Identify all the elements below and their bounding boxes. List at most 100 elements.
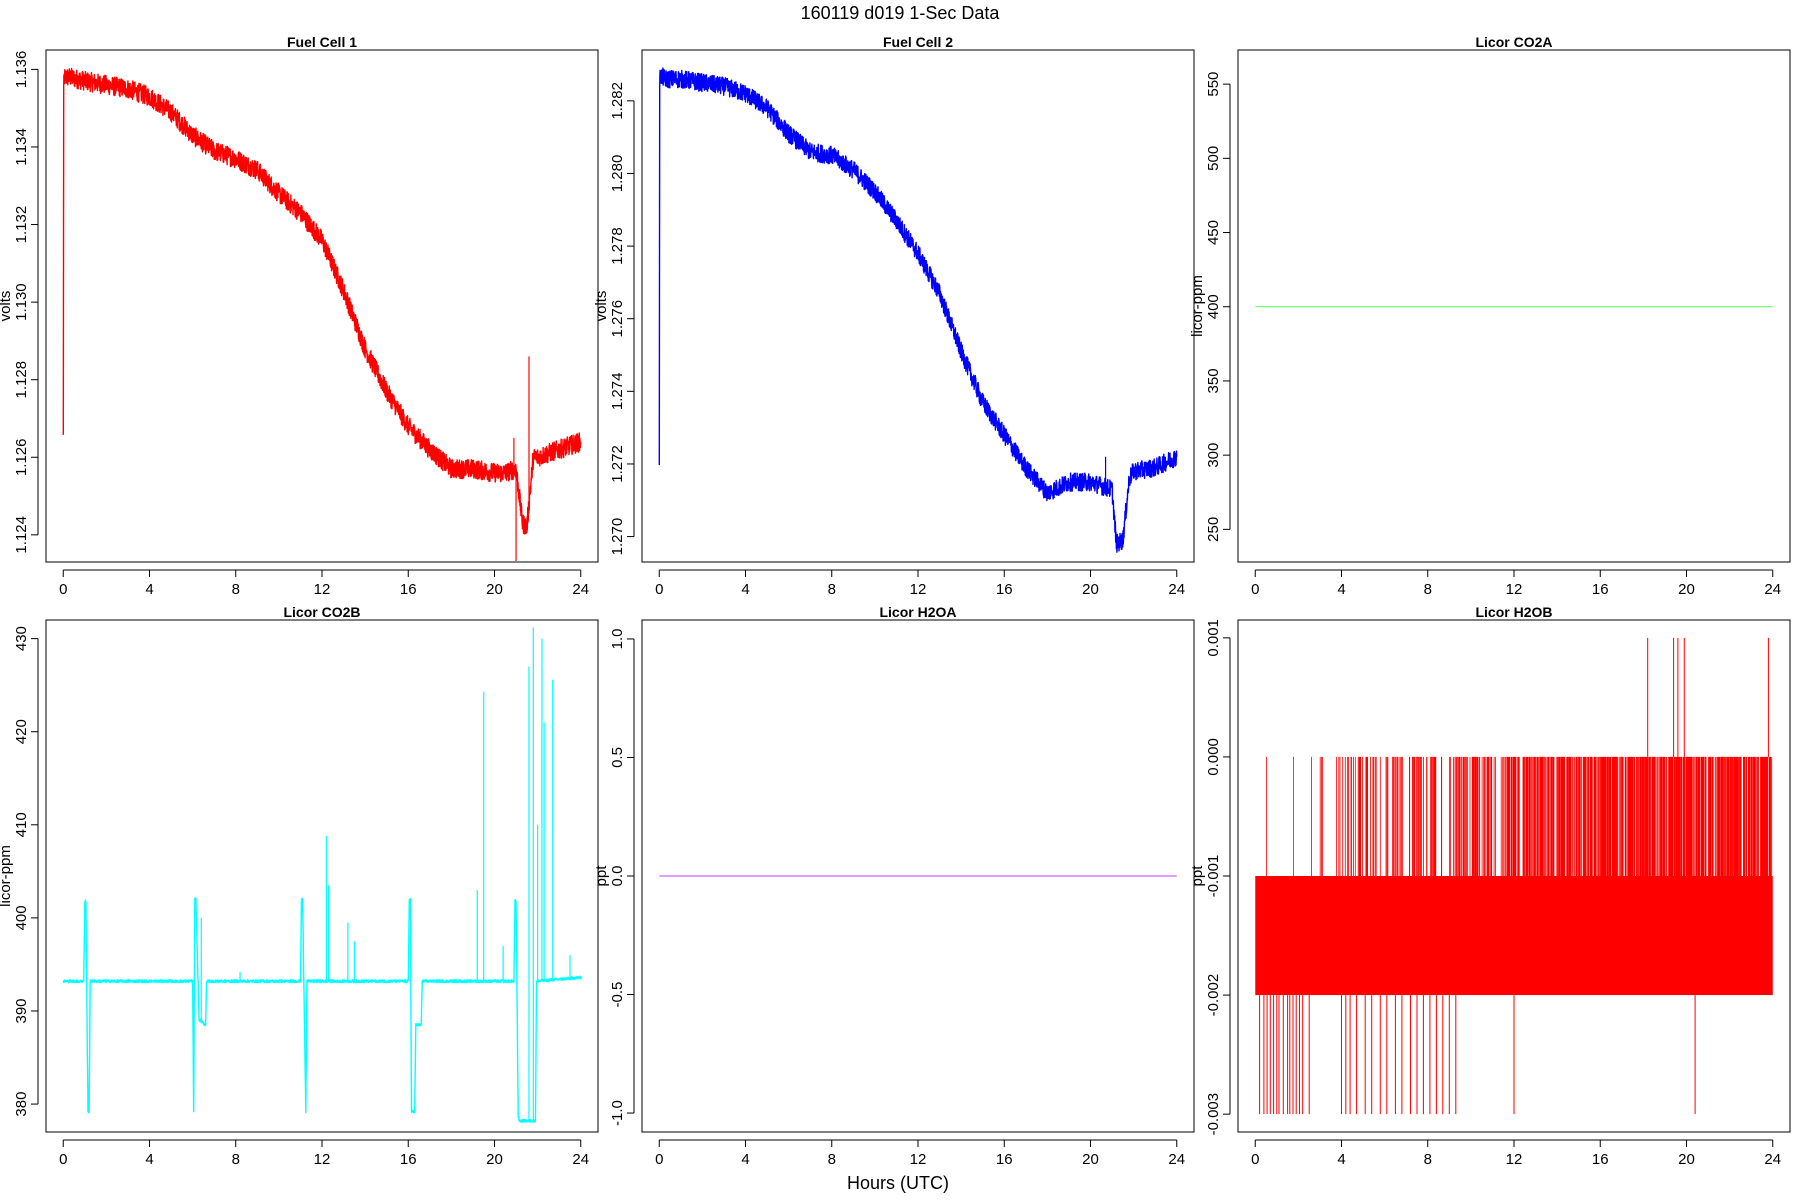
y-tick-label: -1.0 xyxy=(609,1100,626,1126)
y-tick-label: 410 xyxy=(13,812,30,837)
x-tick-label: 20 xyxy=(486,1151,503,1168)
plot-frame xyxy=(641,619,1195,1133)
panel-title: Fuel Cell 1 xyxy=(287,34,357,50)
panel-6: Licor H2OB ppt 0 4 8 12 16 20 24 -0.003 -0.002 -0.0… xyxy=(1189,604,1791,1168)
panel-3: Licor CO2A licor-ppm 0 4 8 12 16 20 24 250 300 350 4… xyxy=(1189,34,1791,598)
x-tick-label: 24 xyxy=(572,581,589,598)
x-tick-label: 16 xyxy=(400,581,417,598)
y-tick-label: 1.278 xyxy=(609,227,626,265)
y-tick-label: 0.001 xyxy=(1205,619,1222,657)
y-tick-label: -0.002 xyxy=(1205,974,1222,1017)
y-tick-label: 400 xyxy=(13,905,30,930)
x-tick-label: 0 xyxy=(59,581,67,598)
y-tick-label: 1.124 xyxy=(13,516,30,554)
figure-x-axis-label: Hours (UTC) xyxy=(847,1173,949,1193)
series-line xyxy=(62,897,582,1123)
y-tick-label: 300 xyxy=(1205,443,1222,468)
x-tick-label: 24 xyxy=(572,1151,589,1168)
x-tick-label: 20 xyxy=(486,581,503,598)
x-tick-label: 8 xyxy=(828,581,836,598)
y-tick-label: 420 xyxy=(13,719,30,744)
y-tick-label: 1.132 xyxy=(13,206,30,244)
panel-title: Licor H2OB xyxy=(1475,604,1552,620)
plot-frame xyxy=(1237,49,1791,563)
plot-frame xyxy=(1237,619,1791,1133)
y-tick-label: 0.000 xyxy=(1205,738,1222,776)
x-tick-label: 4 xyxy=(145,581,153,598)
plot-frame xyxy=(45,619,599,1133)
y-tick-label: -0.5 xyxy=(609,982,626,1008)
panels: Fuel Cell 1 volts 0 4 8 12 16 20 24 1.124 1.126 1.1… xyxy=(0,34,1791,1168)
x-tick-label: 12 xyxy=(314,581,331,598)
y-tick-label: 450 xyxy=(1205,220,1222,245)
x-tick-label: 24 xyxy=(1168,1151,1185,1168)
upper-spikes xyxy=(1266,756,1773,876)
figure-title: 160119 d019 1-Sec Data xyxy=(801,3,1001,23)
y-tick-label: -0.003 xyxy=(1205,1093,1222,1136)
panel-title: Licor H2OA xyxy=(879,604,956,620)
y-axis-label: volts xyxy=(0,291,14,322)
panel-1: Fuel Cell 1 volts 0 4 8 12 16 20 24 1.124 1.126 1.1… xyxy=(0,34,599,598)
y-tick-label: 430 xyxy=(13,626,30,651)
x-tick-label: 0 xyxy=(655,1151,663,1168)
x-tick-label: 4 xyxy=(1337,1151,1345,1168)
y-tick-label: -0.001 xyxy=(1205,855,1222,898)
x-tick-label: 0 xyxy=(1251,581,1259,598)
y-tick-label: 1.282 xyxy=(609,82,626,120)
x-tick-label: 16 xyxy=(996,1151,1013,1168)
y-tick-label: 1.134 xyxy=(13,128,30,166)
x-tick-label: 24 xyxy=(1764,581,1781,598)
panel-5: Licor H2OA ppt 0 4 8 12 16 20 24 -1.0 -0.5 0.0 0.5 1.… xyxy=(593,604,1195,1168)
y-tick-label: 1.130 xyxy=(13,283,30,321)
y-tick-label: 1.280 xyxy=(609,155,626,193)
x-tick-label: 12 xyxy=(314,1151,331,1168)
panel-4: Licor CO2B licor-ppm 0 4 8 12 16 20 24 380 390 400 4… xyxy=(0,604,599,1168)
x-tick-label: 16 xyxy=(400,1151,417,1168)
x-tick-label: 20 xyxy=(1678,581,1695,598)
plot-area xyxy=(62,67,582,561)
y-tick-label: 500 xyxy=(1205,146,1222,171)
x-tick-label: 12 xyxy=(910,1151,927,1168)
x-tick-label: 8 xyxy=(1424,1151,1432,1168)
x-tick-label: 4 xyxy=(1337,581,1345,598)
y-axis-label: volts xyxy=(593,291,610,322)
panel-2: Fuel Cell 2 volts 0 4 8 12 16 20 24 1.270 1.272 1.2… xyxy=(593,34,1195,598)
y-tick-label: 380 xyxy=(13,1092,30,1117)
x-tick-label: 8 xyxy=(232,581,240,598)
x-tick-label: 8 xyxy=(828,1151,836,1168)
series-line xyxy=(62,67,582,535)
y-axis-label: ppt xyxy=(593,865,610,887)
x-tick-label: 24 xyxy=(1764,1151,1781,1168)
plot-area xyxy=(658,67,1178,553)
lower-spikes xyxy=(1259,995,1696,1115)
x-tick-label: 20 xyxy=(1082,1151,1099,1168)
x-tick-label: 24 xyxy=(1168,581,1185,598)
y-tick-label: 1.274 xyxy=(609,373,626,411)
y-tick-label: 250 xyxy=(1205,517,1222,542)
y-tick-label: 0.0 xyxy=(609,866,626,887)
x-tick-label: 20 xyxy=(1678,1151,1695,1168)
x-tick-label: 8 xyxy=(232,1151,240,1168)
panel-title: Licor CO2B xyxy=(283,604,360,620)
top-spikes xyxy=(1647,637,1769,757)
x-tick-label: 20 xyxy=(1082,581,1099,598)
plot-area xyxy=(1255,637,1773,1115)
y-tick-label: 1.272 xyxy=(609,445,626,483)
y-tick-label: 1.128 xyxy=(13,361,30,399)
x-tick-label: 4 xyxy=(741,581,749,598)
x-tick-label: 0 xyxy=(59,1151,67,1168)
x-tick-label: 12 xyxy=(910,581,927,598)
plot-area xyxy=(62,627,582,1123)
y-tick-label: 400 xyxy=(1205,294,1222,319)
y-axis-label: licor-ppm xyxy=(1189,275,1206,337)
y-tick-label: 390 xyxy=(13,998,30,1023)
x-tick-label: 16 xyxy=(996,581,1013,598)
y-tick-label: 1.136 xyxy=(13,51,30,89)
y-tick-label: 1.126 xyxy=(13,438,30,476)
y-axis-label: licor-ppm xyxy=(0,845,14,907)
y-axis-label: ppt xyxy=(1189,865,1206,887)
y-tick-label: 1.0 xyxy=(609,629,626,650)
x-tick-label: 0 xyxy=(1251,1151,1259,1168)
y-tick-label: 0.5 xyxy=(609,747,626,768)
